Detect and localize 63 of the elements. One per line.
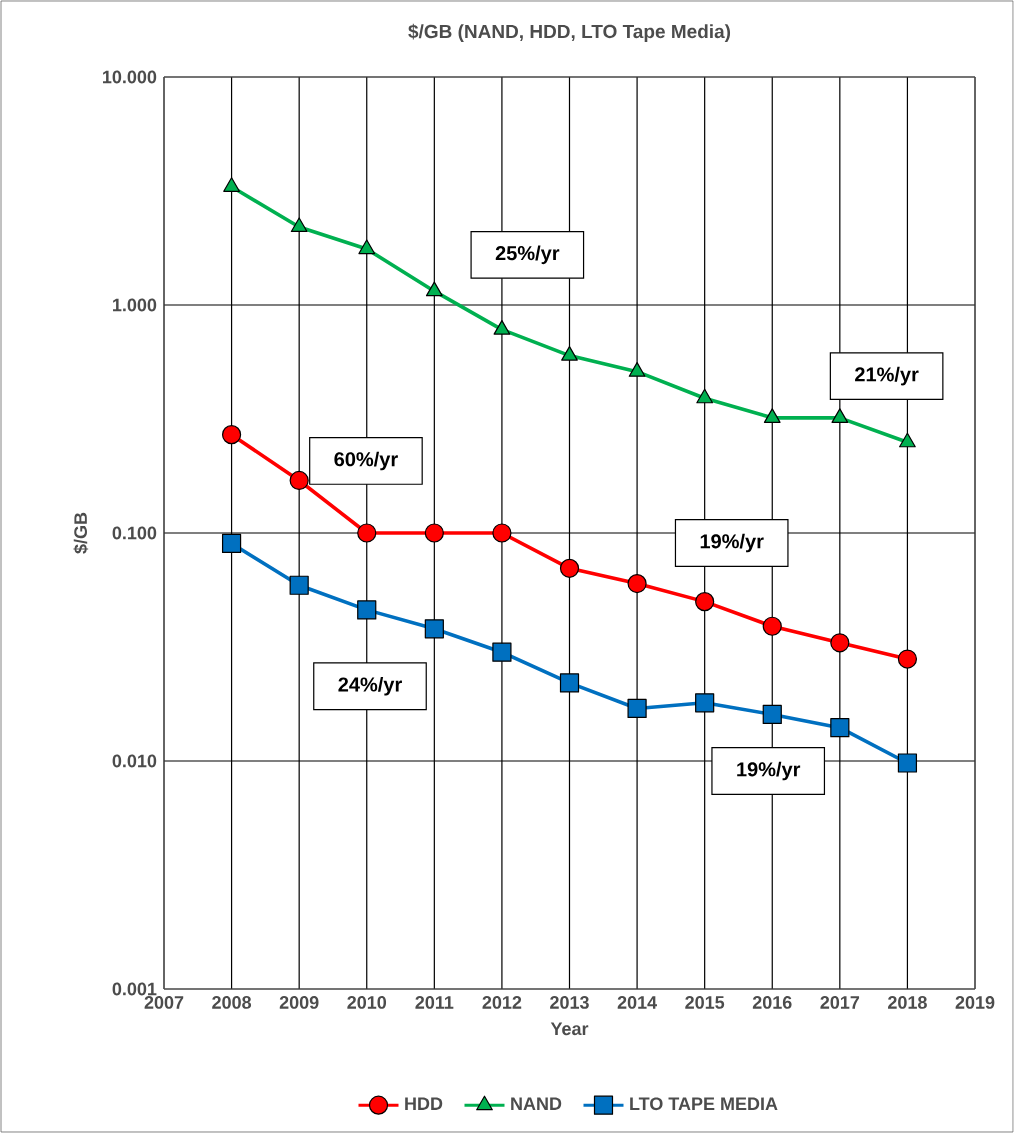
x-tick-label: 2016 — [752, 996, 792, 1009]
point — [559, 673, 580, 693]
point — [897, 649, 918, 669]
point — [290, 217, 308, 233]
point — [561, 345, 578, 361]
point — [695, 592, 715, 612]
point — [695, 693, 715, 713]
point — [696, 388, 714, 404]
point — [357, 600, 377, 620]
point — [221, 425, 242, 445]
point — [358, 239, 376, 255]
annotation: 19%/yr — [737, 761, 801, 781]
point — [627, 698, 647, 719]
point — [424, 619, 444, 639]
annotation: 24%/yr — [338, 676, 402, 696]
point — [762, 704, 782, 725]
y-tick-label: 0.001 — [112, 982, 157, 996]
point — [763, 408, 781, 423]
x-tick-label: 2011 — [415, 996, 454, 1009]
y-tick-label: 0.010 — [112, 754, 157, 768]
y-tick-label: 1.000 — [113, 298, 157, 312]
annotation: 60%/yr — [334, 451, 398, 471]
point — [289, 575, 309, 595]
x-tick-label: 2009 — [279, 996, 319, 1009]
x-axis-title: Year — [550, 1022, 589, 1036]
point — [831, 408, 849, 423]
point — [424, 523, 444, 543]
y-tick-label: 10.000 — [103, 70, 157, 84]
point — [425, 281, 443, 297]
x-tick-label: 2017 — [820, 996, 860, 1009]
point — [830, 633, 850, 653]
point — [628, 362, 646, 377]
point — [830, 718, 850, 738]
legend-label: LTO TAPE MEDIA — [630, 1097, 778, 1111]
legend-label: HDD — [405, 1097, 443, 1110]
x-tick-label: 2014 — [617, 996, 657, 1009]
x-tick-label: 2013 — [550, 996, 589, 1009]
point — [559, 558, 580, 578]
y-axis-title: $/GB — [73, 512, 89, 554]
x-tick-label: 2007 — [144, 996, 184, 1009]
y-tick-label: 0.100 — [112, 526, 157, 540]
legend-label: NAND — [511, 1097, 562, 1110]
point — [897, 753, 918, 773]
x-tick-label: 2012 — [482, 996, 522, 1009]
annotation: 25%/yr — [495, 245, 560, 265]
annotation: 19%/yr — [700, 533, 764, 553]
point — [221, 533, 242, 554]
point — [357, 523, 377, 543]
annotation: 21%/yr — [855, 366, 919, 386]
x-tick-label: 2019 — [955, 996, 995, 1009]
point — [492, 523, 512, 543]
point — [223, 177, 240, 192]
point — [627, 573, 647, 594]
x-tick-label: 2008 — [212, 996, 252, 1009]
x-tick-label: 2018 — [888, 996, 927, 1009]
x-tick-label: 2010 — [347, 996, 387, 1009]
point — [289, 470, 309, 491]
point — [899, 432, 916, 448]
chart-title: $/GB (NAND, HDD, LTO Tape Media) — [408, 23, 731, 42]
point — [493, 320, 511, 335]
point — [762, 616, 782, 636]
x-tick-label: 2015 — [685, 996, 725, 1009]
point — [492, 642, 512, 662]
